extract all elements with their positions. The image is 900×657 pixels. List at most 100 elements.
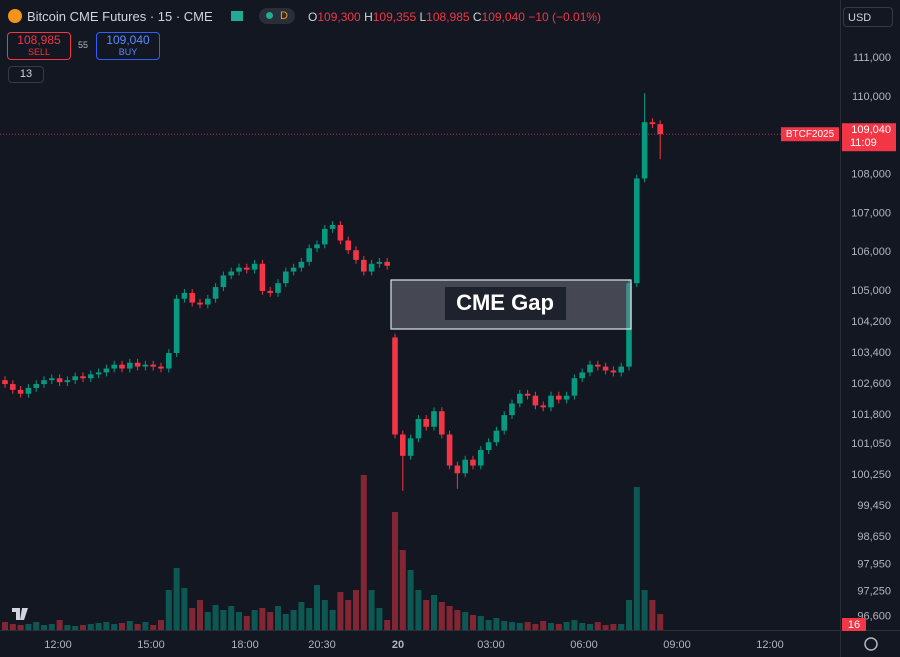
volume-bar <box>236 612 242 630</box>
l-label: L <box>419 10 427 24</box>
candle-body <box>571 378 578 396</box>
ohlc: O109,300 H109,355 L108,985 C109,040 −10 … <box>308 10 601 24</box>
candle-body <box>392 337 398 435</box>
volume-bar <box>275 606 281 630</box>
spread: 55 <box>77 40 88 50</box>
candle-body <box>189 292 195 303</box>
y-tick-label: 97,950 <box>857 558 891 570</box>
x-tick-label: 12:00 <box>756 639 784 651</box>
volume-bar <box>477 616 484 630</box>
y-tick-label: 106,000 <box>851 246 891 258</box>
symbol-tag <box>781 127 839 142</box>
candle-body <box>2 380 8 385</box>
volume-bar <box>119 623 125 630</box>
volume-bar <box>579 623 586 630</box>
volume-bar <box>306 608 313 630</box>
badge: D <box>280 10 288 22</box>
x-tick-label: 20 <box>392 639 404 651</box>
flag-icon <box>231 11 243 21</box>
volume-bar <box>563 622 570 630</box>
candle-body <box>345 240 351 251</box>
candle-body <box>361 259 367 272</box>
candle-body <box>150 364 156 367</box>
settings-icon[interactable] <box>864 637 878 651</box>
volume-bar <box>618 624 625 630</box>
x-tick-label: 15:00 <box>137 639 165 651</box>
volume-bar <box>228 606 235 630</box>
candle-body <box>166 353 172 369</box>
volume-bar <box>111 624 118 630</box>
volume-bar <box>509 622 515 630</box>
candle-body <box>400 434 406 456</box>
currency-select[interactable]: USD <box>843 7 893 27</box>
l-value: 108,985 <box>426 10 470 24</box>
candle-body <box>197 302 203 305</box>
volume-bar <box>282 614 289 630</box>
candle-body <box>173 298 180 354</box>
volume-bar <box>571 620 578 630</box>
volume-bar <box>399 550 406 630</box>
candle-body <box>524 393 531 396</box>
o-value: 109,300 <box>317 10 361 24</box>
candle-body <box>509 403 515 416</box>
h-label: H <box>364 10 373 24</box>
volume-bar <box>33 622 40 630</box>
volume-bar <box>103 622 110 630</box>
volume-bar <box>41 625 47 630</box>
volume-bar <box>314 585 320 630</box>
volume-bar <box>407 570 414 630</box>
candle-body <box>49 378 55 381</box>
volume-bar <box>158 620 164 630</box>
annotation: CME Gap <box>456 290 554 315</box>
volume-bar <box>376 608 383 630</box>
volume-bar <box>587 624 593 630</box>
volume-bar <box>220 610 227 630</box>
candle-body <box>80 376 86 379</box>
volume-bar <box>610 624 617 630</box>
volume-bar <box>540 621 547 630</box>
volume-bar <box>462 612 469 630</box>
volume-bar <box>72 626 79 630</box>
plot: CME Gap BTCF2025 <box>0 93 840 630</box>
volume-bar <box>485 620 492 630</box>
volume-bar <box>48 624 55 630</box>
candle-body <box>95 372 102 375</box>
candle-body <box>298 261 305 268</box>
price-tag-label: 109,040 <box>851 124 891 136</box>
candle-body <box>446 434 453 466</box>
volume-bar <box>321 600 328 630</box>
volume-bar <box>431 595 437 630</box>
candle-body <box>517 393 523 404</box>
h-value: 109,355 <box>372 10 417 24</box>
volume-bar <box>80 625 86 630</box>
buy-label: BUY <box>118 47 138 57</box>
volume-bar <box>392 512 398 630</box>
candle-body <box>415 418 422 439</box>
indicators-toggle[interactable]: 13 <box>8 66 44 83</box>
sell-button[interactable]: 108,985 SELL <box>7 32 71 60</box>
candle-body <box>470 459 476 466</box>
volume-tag-label: 16 <box>848 619 860 631</box>
buy-price: 109,040 <box>106 33 150 47</box>
candle-body <box>501 415 507 431</box>
candle-body <box>41 380 47 385</box>
y-tick-label: 108,000 <box>851 168 891 180</box>
volume-bar <box>415 590 422 630</box>
volume-bar <box>423 600 430 630</box>
countdown: 11:09 <box>850 137 877 149</box>
buy-button[interactable]: 109,040 BUY <box>96 32 160 60</box>
volume-bar <box>501 621 508 630</box>
volume-bar <box>9 624 16 630</box>
candle-body <box>267 290 273 293</box>
candle-body <box>212 287 219 299</box>
candle-body <box>314 244 320 249</box>
sell-label: SELL <box>27 47 51 57</box>
volume-bar <box>493 618 500 630</box>
candle-body <box>111 364 117 369</box>
change: −10 (−0.01%) <box>528 10 602 24</box>
candle-body <box>556 395 562 400</box>
candle-body <box>548 395 554 408</box>
symbol: Bitcoin CME Futures · 15 · CME <box>27 9 213 24</box>
volume-bar <box>516 623 523 630</box>
